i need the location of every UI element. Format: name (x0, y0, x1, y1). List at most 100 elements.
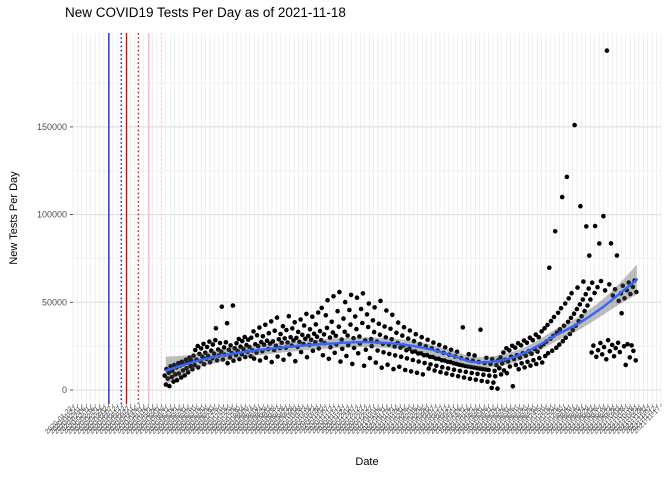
data-point (559, 194, 565, 200)
data-point (591, 343, 596, 348)
data-point (375, 348, 380, 353)
data-point (333, 333, 339, 339)
data-point (623, 362, 628, 368)
data-point (472, 353, 477, 358)
data-point (251, 356, 257, 361)
data-point (404, 356, 410, 361)
data-point (360, 320, 365, 326)
data-point (315, 310, 321, 315)
data-point (174, 377, 180, 383)
data-point (367, 355, 373, 361)
data-point (629, 343, 634, 348)
data-point (292, 320, 298, 325)
data-point (274, 315, 280, 320)
data-point (587, 253, 592, 258)
data-point (489, 356, 495, 362)
data-point (260, 334, 266, 339)
data-point (285, 340, 290, 345)
data-point (622, 296, 627, 301)
data-point (589, 280, 595, 286)
data-point (293, 358, 298, 364)
data-point (626, 280, 631, 285)
data-point (325, 297, 330, 303)
data-point (542, 353, 548, 359)
data-point (611, 354, 617, 359)
data-point (589, 350, 594, 355)
data-point (200, 354, 205, 360)
data-point (489, 385, 495, 391)
data-point (555, 310, 561, 316)
data-point (321, 332, 327, 337)
data-point (383, 335, 389, 340)
data-point (411, 338, 417, 344)
data-point (314, 334, 320, 340)
data-point (548, 318, 554, 324)
data-point (497, 366, 502, 371)
data-point (444, 371, 449, 376)
data-point (251, 329, 256, 334)
data-point (266, 330, 272, 336)
data-point (382, 324, 387, 329)
y-tick-label: 0 (62, 385, 67, 395)
data-point (405, 336, 411, 341)
data-point (478, 327, 483, 333)
data-point (467, 376, 473, 382)
data-point (295, 329, 301, 335)
data-point (304, 354, 310, 360)
data-point (173, 372, 178, 377)
data-point (210, 342, 216, 347)
data-point (633, 358, 638, 363)
data-point (599, 352, 605, 357)
data-point (335, 308, 340, 314)
data-point (223, 340, 229, 345)
data-point (340, 346, 345, 352)
data-point (387, 351, 392, 357)
data-point (426, 366, 432, 371)
data-point (432, 368, 437, 373)
data-point (408, 369, 414, 374)
data-point (597, 241, 602, 246)
data-point (310, 314, 315, 320)
data-point (195, 365, 201, 370)
data-point (616, 298, 621, 304)
x-axis-title: Date (355, 456, 379, 468)
data-point (324, 325, 330, 331)
data-point (351, 336, 356, 341)
data-point (507, 348, 512, 353)
data-point (276, 337, 282, 342)
data-point (390, 312, 395, 318)
data-point (438, 369, 443, 375)
data-point (535, 349, 540, 354)
data-point (454, 349, 460, 355)
data-point (326, 356, 332, 362)
data-point (507, 364, 513, 369)
data-point (613, 345, 618, 351)
data-point (354, 326, 359, 332)
data-point (344, 353, 349, 359)
data-point (545, 322, 550, 328)
data-point (539, 360, 545, 365)
data-point (552, 229, 558, 234)
data-point (422, 360, 427, 366)
data-point (278, 331, 283, 337)
data-point (529, 351, 534, 357)
data-point (631, 348, 636, 354)
data-point (485, 379, 490, 385)
data-point (263, 355, 269, 361)
data-point (601, 213, 606, 219)
data-point (627, 355, 633, 360)
data-point (598, 278, 604, 284)
data-point (466, 351, 472, 357)
data-point (492, 368, 497, 374)
data-point (607, 348, 613, 354)
data-point (531, 357, 536, 363)
data-point (318, 337, 324, 343)
data-point (537, 355, 542, 361)
data-point (620, 283, 626, 289)
data-point (237, 356, 242, 362)
data-point (224, 320, 230, 326)
data-point (308, 337, 314, 343)
data-point (337, 289, 342, 295)
data-point (290, 326, 295, 331)
data-point (523, 353, 529, 359)
